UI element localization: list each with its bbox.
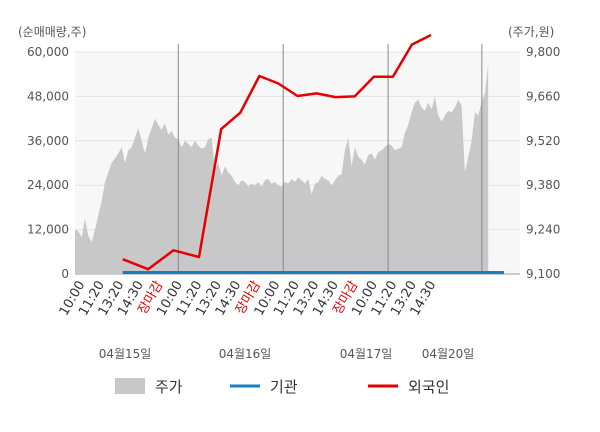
right-y-tick-label: 9,100 <box>526 267 560 281</box>
legend-label: 외국인 <box>408 378 449 396</box>
left-y-tick-label: 36,000 <box>27 134 69 148</box>
legend-label: 주가 <box>155 378 183 396</box>
legend-label: 기관 <box>270 378 298 396</box>
date-label: 04월20일 <box>422 347 475 361</box>
left-y-tick-label: 48,000 <box>27 89 69 103</box>
day-divider-lines <box>177 44 483 274</box>
legend-swatch-box <box>115 378 145 394</box>
left-y-tick-label: 24,000 <box>27 178 69 192</box>
left-y-tick-label: 12,000 <box>27 223 69 237</box>
left-unit-label: (순매매량,주) <box>18 25 86 39</box>
legend-item: 기관 <box>230 378 298 396</box>
right-y-tick-label: 9,240 <box>526 223 560 237</box>
right-y-tick-label: 9,520 <box>526 134 560 148</box>
right-y-tick-label: 9,660 <box>526 89 560 103</box>
date-label: 04월16일 <box>219 347 272 361</box>
legend-item: 외국인 <box>368 378 449 396</box>
legend: 주가 기관 외국인 <box>115 378 449 396</box>
net-buy-lines-layer <box>122 33 505 274</box>
date-label: 04월15일 <box>99 347 152 361</box>
right-y-tick-label: 9,800 <box>526 45 560 59</box>
left-y-tick-label: 0 <box>61 267 69 281</box>
left-y-tick-label: 60,000 <box>27 45 69 59</box>
date-label: 04월17일 <box>340 347 393 361</box>
right-y-tick-label: 9,380 <box>526 178 560 192</box>
right-unit-label: (주가,원) <box>508 25 554 39</box>
legend-item: 주가 <box>115 378 183 396</box>
foreign-line <box>122 33 432 271</box>
